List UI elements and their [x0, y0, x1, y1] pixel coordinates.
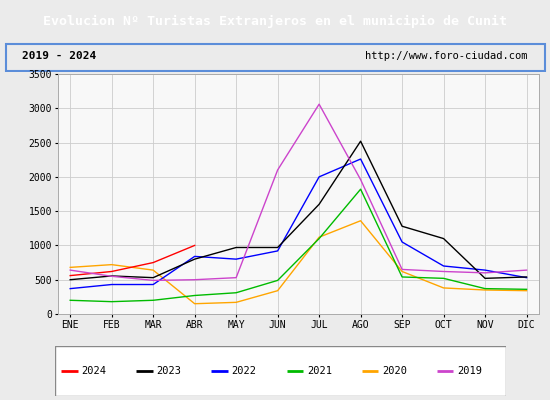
Text: Evolucion Nº Turistas Extranjeros en el municipio de Cunit: Evolucion Nº Turistas Extranjeros en el …: [43, 14, 507, 28]
FancyBboxPatch shape: [55, 346, 506, 396]
Text: 2019 - 2024: 2019 - 2024: [22, 52, 96, 62]
Text: 2023: 2023: [156, 366, 182, 376]
Text: 2024: 2024: [81, 366, 106, 376]
Text: 2022: 2022: [232, 366, 257, 376]
Text: 2019: 2019: [457, 366, 482, 376]
FancyBboxPatch shape: [6, 44, 544, 70]
Text: 2021: 2021: [307, 366, 332, 376]
Text: http://www.foro-ciudad.com: http://www.foro-ciudad.com: [366, 52, 528, 62]
Text: 2020: 2020: [382, 366, 407, 376]
